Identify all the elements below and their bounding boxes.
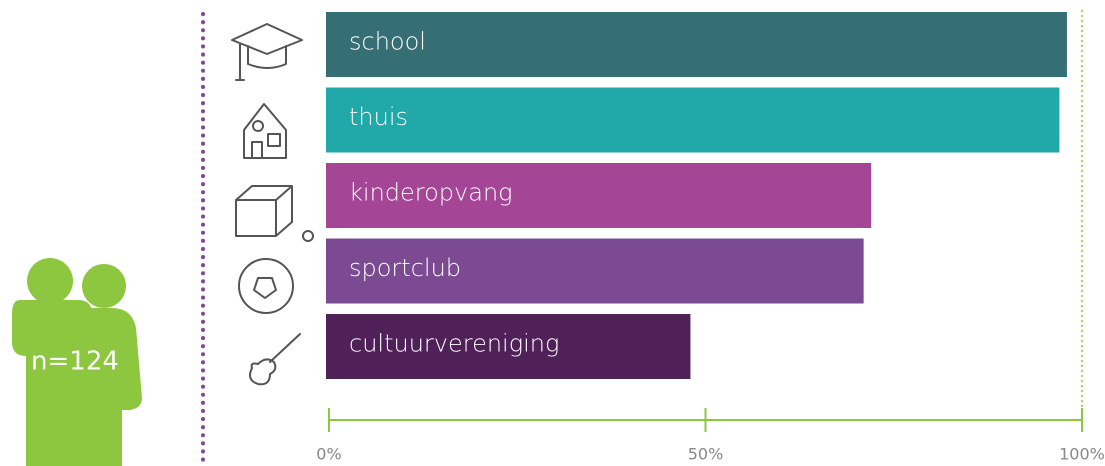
bar (326, 87, 1060, 153)
sample-size: n=124 (31, 347, 119, 377)
x-tick-label: 0% (316, 445, 341, 464)
x-tick-label: 100% (1059, 445, 1105, 464)
bar (326, 314, 691, 379)
bar (326, 238, 864, 304)
bar-label: kinderopvang (349, 179, 513, 207)
bar-label: thuis (349, 103, 408, 131)
people-icon (12, 258, 142, 466)
bar (326, 12, 1067, 77)
bar (326, 163, 872, 228)
x-tick-label: 50% (688, 445, 724, 464)
bar-label: school (349, 28, 426, 56)
bar-label: sportclub (349, 254, 461, 282)
bar-label: cultuurvereniging (349, 330, 559, 358)
category-icons (231, 23, 314, 386)
